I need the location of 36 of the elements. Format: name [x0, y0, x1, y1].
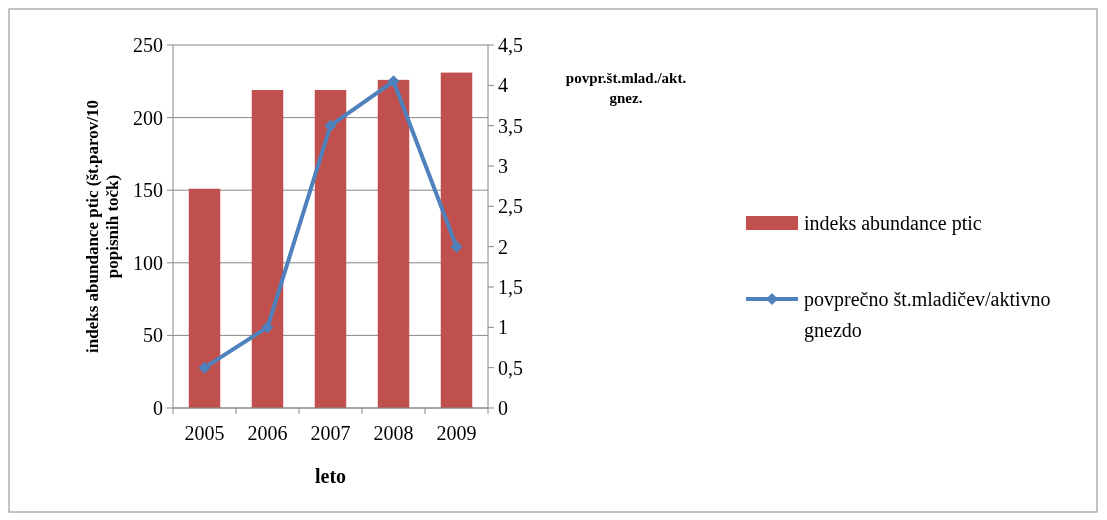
x-axis-title: leto [314, 465, 347, 487]
y2-tick-label: 2,5 [498, 195, 523, 218]
legend-label: povprečno št.mladičev/aktivno gnezdo [804, 288, 1051, 342]
y-axis-title: indeks abundance ptic (št.parov/10 popisnih točk) [83, 100, 122, 353]
y2-tick-label: 1 [498, 316, 508, 339]
bar [377, 79, 410, 408]
x-tick-label: 2006 [247, 422, 288, 444]
x-tick-label: 2008 [373, 422, 414, 444]
y-tick-label: 50 [143, 324, 163, 347]
x-tick-label: 2009 [436, 422, 477, 444]
y2-tick-label: 0,5 [498, 356, 523, 379]
x-tick-label: 2005 [184, 422, 225, 444]
y-tick-label: 100 [133, 251, 163, 274]
y2-tick-label: 4 [498, 74, 508, 97]
y2-tick-label: 3,5 [498, 114, 523, 137]
y-tick-label: 200 [133, 106, 163, 129]
y2-tick-label: 4,5 [498, 34, 523, 56]
bar [440, 72, 473, 408]
point [261, 321, 274, 334]
legend-label: indeks abundance ptic [804, 212, 982, 235]
point [324, 119, 337, 132]
bar [314, 90, 347, 408]
y-tick-label: 250 [133, 34, 163, 56]
point [198, 361, 211, 374]
y2-tick-label: 2 [498, 235, 508, 258]
y2-tick-label: 3 [498, 155, 508, 177]
x-tick-label: 2007 [310, 422, 351, 444]
point [450, 240, 463, 253]
bar [251, 90, 284, 408]
y-tick-label: 150 [133, 179, 163, 202]
y2-tick-label: 0 [498, 397, 508, 419]
y2-tick-label: 1,5 [498, 276, 523, 298]
point [387, 75, 400, 88]
y-tick-label: 0 [153, 397, 163, 419]
y2-axis-title: povpr.št.mlad./akt. gnez. [565, 70, 687, 106]
bar [188, 188, 221, 408]
